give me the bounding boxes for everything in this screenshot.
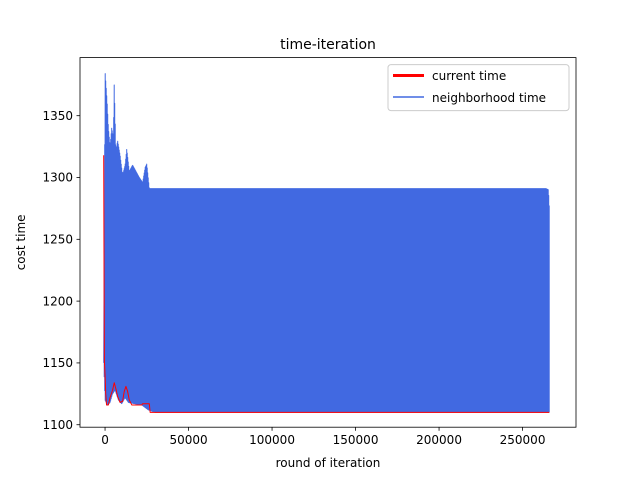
x-tick-label: 200000 (416, 433, 462, 447)
series-line-neighborhood-time (103, 73, 550, 413)
legend-label-neighborhood-time: neighborhood time (432, 91, 546, 105)
plot-frame (79, 57, 577, 428)
y-tick-label: 1200 (42, 294, 73, 308)
y-tick-label: 1250 (42, 233, 73, 247)
chart-title: time-iteration (280, 37, 376, 53)
legend-label-current-time: current time (432, 69, 506, 83)
series-layer (103, 73, 550, 413)
legend: current time neighborhood time (387, 64, 570, 112)
y-tick-label: 1100 (42, 418, 73, 432)
legend-box (387, 64, 570, 112)
y-tick-label: 1350 (42, 109, 73, 123)
x-tick-label: 50000 (169, 433, 207, 447)
x-tick-label: 100000 (249, 433, 295, 447)
x-tick-label: 0 (101, 433, 109, 447)
x-tick-label: 250000 (500, 433, 546, 447)
x-tick-label: 150000 (333, 433, 379, 447)
y-tick-label: 1150 (42, 356, 73, 370)
x-axis-label: round of iteration (276, 456, 381, 470)
series-line-current-time (103, 155, 550, 413)
y-tick-label: 1300 (42, 171, 73, 185)
y-axis-label: cost time (14, 214, 28, 270)
ticks-layer: 0 50000 100000 150000 200000 250000 1100 1150 12… (42, 109, 545, 447)
